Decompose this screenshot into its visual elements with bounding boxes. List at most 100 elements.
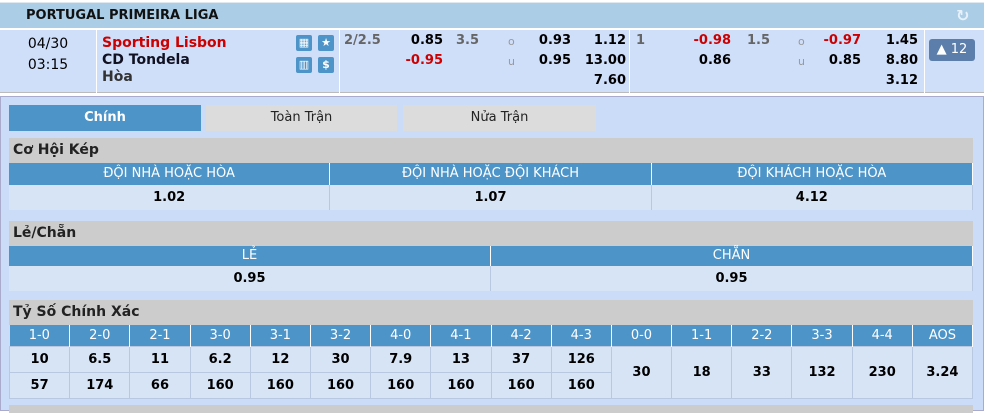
tab-chinh[interactable]: Chính xyxy=(9,105,201,131)
halftime-odds: 1 -0.98 0.86 1.5 o u -0.97 0.85 1.45 8.8… xyxy=(630,30,925,93)
hdp-away[interactable]: -0.95 xyxy=(405,53,443,68)
score-header: 3-1 xyxy=(250,325,311,346)
odds-value[interactable]: 0.95 xyxy=(9,266,491,291)
score-odds-away[interactable]: 160 xyxy=(189,371,251,399)
next-section-header xyxy=(9,405,973,413)
over-label: o xyxy=(508,35,515,48)
score-odds-home[interactable]: 37 xyxy=(490,345,552,373)
correct-score-table: 1-0 2-0 2-1 3-0 3-1 3-2 4-0 4-1 4-2 4-3 0-0 1-1 2-2 3… xyxy=(8,325,974,399)
league-header: PORTUGAL PRIMEIRA LIGA ↻ xyxy=(0,2,984,28)
section-title: Cơ Hội Kép xyxy=(9,138,973,163)
match-time: 03:15 xyxy=(27,57,69,73)
ou-line: 3.5 xyxy=(456,33,480,48)
score-header: 3-0 xyxy=(190,325,251,346)
score-odds-draw[interactable]: 230 xyxy=(851,345,913,399)
hdp-line: 1 xyxy=(636,33,646,48)
score-odds-away[interactable]: 57 xyxy=(8,371,71,399)
away-team[interactable]: CD Tondela xyxy=(102,52,190,68)
score-header: 4-0 xyxy=(370,325,432,346)
1x2-home[interactable]: 1.12 xyxy=(593,33,626,48)
over-label: o xyxy=(798,35,805,48)
score-odds-home[interactable]: 10 xyxy=(8,345,71,373)
1x2-draw[interactable]: 7.60 xyxy=(593,73,626,88)
star-icon[interactable]: ★ xyxy=(318,35,334,51)
match-row: 04/30 03:15 Sporting Lisbon CD Tondela H… xyxy=(0,30,984,93)
score-header: 1-1 xyxy=(671,325,733,346)
home-team[interactable]: Sporting Lisbon xyxy=(102,35,227,51)
1x2-away[interactable]: 13.00 xyxy=(584,53,626,68)
score-header: 4-4 xyxy=(852,325,913,346)
score-header: 4-1 xyxy=(430,325,492,346)
section-title: Lẻ/Chẵn xyxy=(9,221,973,246)
tab-nua-tran[interactable]: Nửa Trận xyxy=(403,105,596,131)
scoreboard-icon[interactable]: ▦ xyxy=(296,35,312,51)
1x2-draw[interactable]: 3.12 xyxy=(885,73,918,88)
markets-panel: Chính Toàn Trận Nửa Trận Cơ Hội Kép ĐỘI … xyxy=(0,96,984,413)
column-header: CHẴN xyxy=(491,246,973,266)
score-odds-home[interactable]: 6.5 xyxy=(69,345,131,373)
score-odds-home[interactable]: 13 xyxy=(430,345,492,373)
score-odds-away[interactable]: 160 xyxy=(249,371,311,399)
draw-label: Hòa xyxy=(102,69,133,85)
odds-value[interactable]: 1.07 xyxy=(330,185,652,210)
column-header: ĐỘI KHÁCH HOẶC HÒA xyxy=(651,163,973,185)
fulltime-odds: 2/2.5 0.85 -0.95 3.5 o u 0.93 0.95 1.12 … xyxy=(340,30,630,93)
odds-value[interactable]: 1.02 xyxy=(9,185,331,210)
score-odds-draw[interactable]: 33 xyxy=(731,345,793,399)
odds-value[interactable]: 4.12 xyxy=(651,185,973,210)
over-odds[interactable]: 0.93 xyxy=(538,33,571,48)
under-odds[interactable]: 0.95 xyxy=(538,53,571,68)
score-odds-home[interactable]: 7.9 xyxy=(370,345,432,373)
tab-toan-tran[interactable]: Toàn Trận xyxy=(206,105,397,131)
score-odds-away[interactable]: 160 xyxy=(430,371,492,399)
score-odds-away[interactable]: 174 xyxy=(69,371,131,399)
score-header: 2-1 xyxy=(129,325,191,346)
score-odds-away[interactable]: 160 xyxy=(550,371,612,399)
score-odds-draw[interactable]: 3.24 xyxy=(911,345,974,399)
score-odds-draw[interactable]: 132 xyxy=(791,345,853,399)
score-header: 0-0 xyxy=(611,325,673,346)
odds-value[interactable]: 0.95 xyxy=(491,266,973,291)
under-label: u xyxy=(508,55,515,68)
score-header: 4-3 xyxy=(551,325,612,346)
score-odds-away[interactable]: 66 xyxy=(129,371,191,399)
score-header: 2-2 xyxy=(731,325,793,346)
league-title: PORTUGAL PRIMEIRA LIGA xyxy=(26,8,219,23)
score-odds-draw[interactable]: 30 xyxy=(610,345,673,399)
score-header: 2-0 xyxy=(69,325,131,346)
score-odds-home[interactable]: 6.2 xyxy=(189,345,251,373)
column-header: LẺ xyxy=(9,246,491,266)
hdp-away[interactable]: 0.86 xyxy=(698,53,731,68)
column-header: ĐỘI NHÀ HOẶC ĐỘI KHÁCH xyxy=(330,163,652,185)
score-odds-home[interactable]: 12 xyxy=(249,345,311,373)
score-odds-home[interactable]: 126 xyxy=(550,345,612,373)
dollar-icon[interactable]: $ xyxy=(318,57,334,73)
score-odds-home[interactable]: 11 xyxy=(129,345,191,373)
match-date: 04/30 xyxy=(27,36,69,52)
odd-even-section: Lẻ/Chẵn LẺ CHẴN 0.95 0.95 xyxy=(9,221,973,291)
score-odds-away[interactable]: 160 xyxy=(370,371,432,399)
more-markets-button[interactable]: ▲ 12 xyxy=(929,39,975,61)
score-header: AOS xyxy=(912,325,974,346)
match-teams: Sporting Lisbon CD Tondela Hòa ▦ ★ ▥ $ xyxy=(97,30,340,93)
hdp-home[interactable]: 0.85 xyxy=(410,33,443,48)
1x2-away[interactable]: 8.80 xyxy=(885,53,918,68)
under-odds[interactable]: 0.85 xyxy=(828,53,861,68)
score-header: 3-2 xyxy=(310,325,372,346)
score-header: 1-0 xyxy=(9,325,71,346)
refresh-icon[interactable]: ↻ xyxy=(956,6,970,25)
match-datetime: 04/30 03:15 xyxy=(0,30,97,93)
correct-score-section: Tỷ Số Chính Xác 1-0 2-0 2-1 3-0 3-1 3-2 4-0 4-1… xyxy=(8,300,974,399)
score-odds-home[interactable]: 30 xyxy=(309,345,372,373)
over-odds[interactable]: -0.97 xyxy=(823,33,861,48)
score-odds-draw[interactable]: 18 xyxy=(671,345,733,399)
score-header: 3-3 xyxy=(791,325,853,346)
column-header: ĐỘI NHÀ HOẶC HÒA xyxy=(9,163,331,185)
hdp-home[interactable]: -0.98 xyxy=(693,33,731,48)
ou-line: 1.5 xyxy=(747,33,771,48)
score-odds-away[interactable]: 160 xyxy=(490,371,552,399)
hdp-line: 2/2.5 xyxy=(344,33,381,48)
1x2-home[interactable]: 1.45 xyxy=(885,33,918,48)
score-odds-away[interactable]: 160 xyxy=(309,371,372,399)
stats-icon[interactable]: ▥ xyxy=(296,57,312,73)
